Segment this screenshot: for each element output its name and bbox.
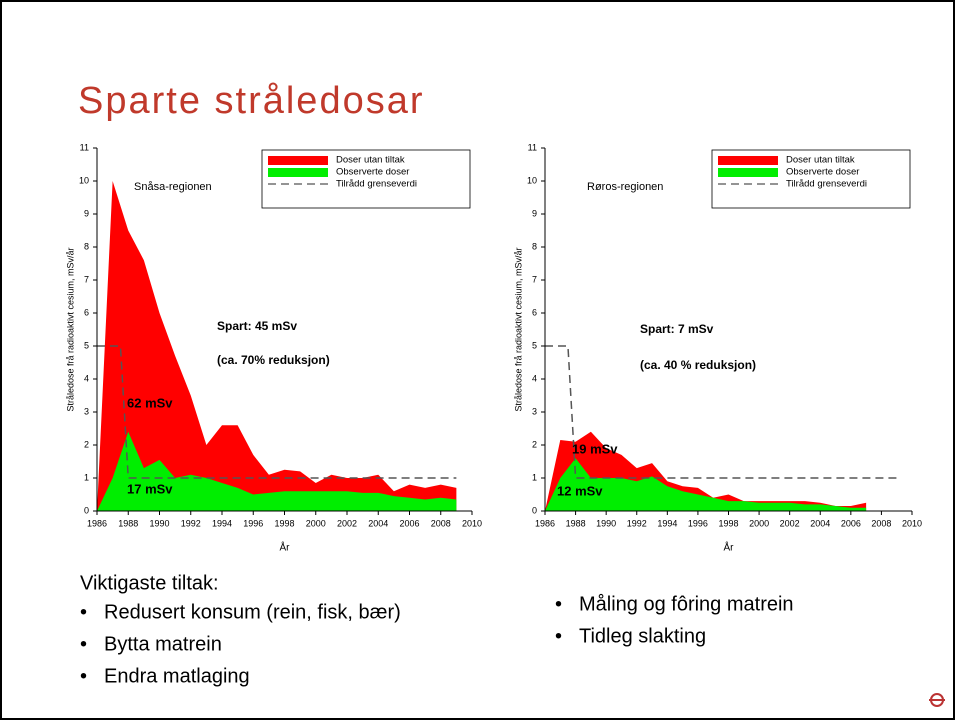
bullet-dot: • [555, 593, 562, 615]
legend-swatch [268, 156, 328, 165]
y-tick-label: 9 [532, 208, 537, 218]
annotation: Spart: 7 mSv [640, 322, 714, 336]
legend-swatch [718, 168, 778, 177]
x-tick-label: 1994 [212, 518, 232, 528]
y-tick-label: 0 [84, 505, 89, 515]
y-tick-label: 1 [84, 472, 89, 482]
bullet-dot: • [80, 601, 87, 623]
x-tick-label: 2000 [749, 518, 769, 528]
annotation: 62 mSv [127, 395, 173, 410]
bullet-dot: • [555, 625, 562, 647]
x-tick-label: 1990 [149, 518, 169, 528]
x-tick-label: 2008 [871, 518, 891, 528]
y-tick-label: 1 [532, 472, 537, 482]
area [97, 181, 457, 511]
legend-label: Tilrådd grenseverdi [786, 179, 867, 190]
y-tick-label: 9 [84, 208, 89, 218]
x-tick-label: 2010 [462, 518, 482, 528]
bullet: Endra matlaging [104, 665, 250, 687]
x-tick-label: 2002 [780, 518, 800, 528]
y-tick-label: 2 [532, 439, 537, 449]
region-label: Røros-regionen [587, 181, 663, 193]
annotation: 17 mSv [127, 481, 173, 496]
bullet: Redusert konsum (rein, fisk, bær) [104, 601, 401, 623]
x-axis-label: År [280, 541, 291, 554]
x-tick-label: 2006 [399, 518, 419, 528]
y-tick-label: 6 [84, 307, 89, 317]
annotation: (ca. 70% reduksjon) [217, 353, 330, 367]
y-tick-label: 10 [79, 175, 89, 185]
x-tick-label: 1998 [718, 518, 738, 528]
y-tick-label: 5 [84, 340, 89, 350]
limit-line [97, 345, 457, 479]
y-tick-label: 4 [84, 373, 89, 383]
x-tick-label: 2010 [902, 518, 922, 528]
x-tick-label: 1996 [688, 518, 708, 528]
y-tick-label: 2 [84, 439, 89, 449]
slide-title: Sparte stråledosar [78, 80, 425, 122]
y-tick-label: 8 [84, 241, 89, 251]
y-tick-label: 11 [80, 142, 89, 152]
bullet: Bytta matrein [104, 633, 222, 655]
legend-label: Doser utan tiltak [786, 155, 855, 166]
bullet: Tidleg slakting [579, 625, 706, 647]
y-tick-label: 5 [532, 340, 537, 350]
bullet: Måling og fôring matrein [579, 593, 794, 615]
area [97, 431, 457, 511]
legend-swatch [268, 168, 328, 177]
region-label: Snåsa-regionen [134, 181, 212, 193]
x-tick-label: 2006 [841, 518, 861, 528]
legend-label: Observerte doser [336, 167, 409, 178]
y-tick-label: 11 [528, 142, 537, 152]
chart: 0 1 2 3 4 5 6 7 8 9 10 11 1986 1988 1990 1992 1994 1996 19… [513, 142, 922, 553]
y-tick-label: 3 [532, 406, 537, 416]
logo [929, 693, 945, 707]
annotation: 12 mSv [557, 483, 603, 498]
bullet-dot: • [80, 633, 87, 655]
x-tick-label: 1996 [243, 518, 263, 528]
x-tick-label: 1988 [566, 518, 586, 528]
y-tick-label: 10 [527, 175, 537, 185]
x-tick-label: 1988 [118, 518, 138, 528]
chart: 0 1 2 3 4 5 6 7 8 9 10 11 1986 1988 1990 1992 1994 1996 19… [65, 142, 482, 553]
y-tick-label: 0 [532, 505, 537, 515]
y-tick-label: 8 [532, 241, 537, 251]
x-tick-label: 1992 [181, 518, 201, 528]
x-tick-label: 2000 [306, 518, 326, 528]
y-tick-label: 6 [532, 307, 537, 317]
x-tick-label: 2004 [810, 518, 830, 528]
x-tick-label: 2004 [368, 518, 388, 528]
bullet-dot: • [80, 665, 87, 687]
x-tick-label: 1986 [535, 518, 555, 528]
x-tick-label: 2002 [337, 518, 357, 528]
y-axis-label: Stråledose frå radioaktivt cesium, mSv/å… [513, 247, 523, 411]
legend-label: Observerte doser [786, 167, 859, 178]
limit-line [545, 345, 897, 479]
legend-swatch [718, 156, 778, 165]
y-tick-label: 7 [532, 274, 537, 284]
annotation: Spart: 45 mSv [217, 319, 297, 333]
area [545, 458, 867, 511]
measures-heading: Viktigaste tiltak: [80, 572, 219, 594]
y-tick-label: 7 [84, 274, 89, 284]
y-axis-label: Stråledose frå radioaktivt cesium, mSv/å… [65, 247, 75, 411]
x-axis-label: År [724, 541, 735, 554]
legend-label: Tilrådd grenseverdi [336, 179, 417, 190]
annotation: (ca. 40 % reduksjon) [640, 358, 756, 372]
x-tick-label: 1994 [657, 518, 677, 528]
x-tick-label: 1990 [596, 518, 616, 528]
y-tick-label: 4 [532, 373, 537, 383]
x-tick-label: 1992 [627, 518, 647, 528]
y-tick-label: 3 [84, 406, 89, 416]
x-tick-label: 1986 [87, 518, 107, 528]
x-tick-label: 1998 [274, 518, 294, 528]
annotation: 19 mSv [572, 441, 618, 456]
legend-label: Doser utan tiltak [336, 155, 405, 166]
x-tick-label: 2008 [431, 518, 451, 528]
